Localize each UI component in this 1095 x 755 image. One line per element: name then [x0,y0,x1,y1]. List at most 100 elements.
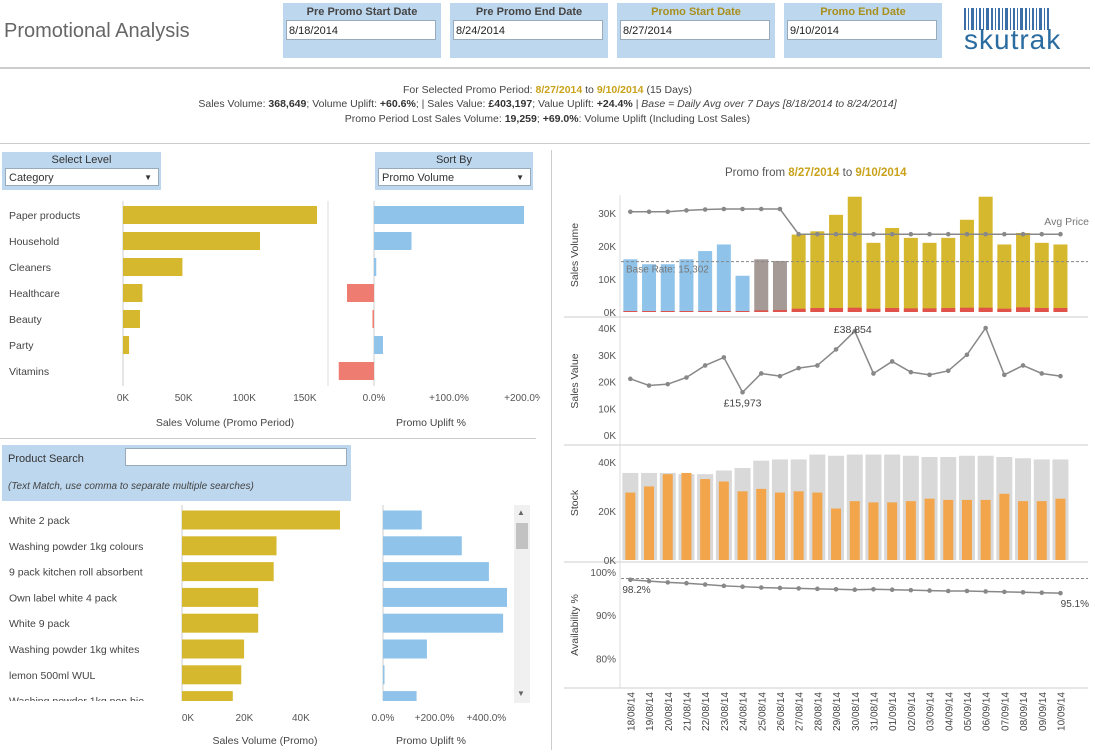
volume-bar [716,244,731,312]
avg-price-point [628,209,633,215]
date-tick-label: 25/08/14 [757,692,768,731]
sold-bar [849,501,860,560]
availability-point [908,587,914,593]
lost-sales-bar [810,308,825,312]
product-uplift-bar [383,587,507,607]
avg-price-point [871,231,876,237]
y-axis-title: Stock [569,489,581,516]
availability-point [740,584,745,589]
avg-price-point [684,208,689,213]
scroll-up-icon[interactable]: ▲ [517,508,525,517]
sales-value-point [1002,372,1007,378]
pre-promo-end-input[interactable]: 8/24/2014 [453,20,603,40]
volume-bar [772,260,787,312]
sales-value-point [777,373,783,379]
promo-end-label: Promo End Date [820,6,906,18]
sales-value-point [945,368,951,374]
category-label: Household [9,236,59,248]
sold-bar [644,486,655,560]
uplift-bar [347,284,374,302]
sold-bar [999,493,1010,560]
date-tick-label: 02/09/14 [907,692,918,731]
uplift-axis-title: Promo Uplift % [396,735,466,747]
product-label: White 9 pack [9,618,70,630]
summary-line-3: Promo Period Lost Sales Volume: 19,259; … [344,113,751,125]
volume-tick-label: 150K [293,393,317,404]
scrollbar-thumb[interactable] [516,523,528,549]
uplift-bar [372,310,374,328]
volume-bar [866,242,881,312]
availability-point [665,580,671,585]
volume-axis-title: Sales Volume (Promo) [212,735,317,747]
avg-price-point [1039,231,1045,237]
volume-bar [885,228,900,312]
avg-price-point [1002,231,1007,237]
avg-price-point [646,209,652,215]
category-label: Paper products [9,210,80,222]
lost-sales-bar [1034,308,1049,312]
scroll-down-icon[interactable]: ▼ [517,689,525,698]
avg-price-point [702,207,708,212]
barcode-icon [964,8,1079,30]
sold-bar [812,492,823,560]
product-label: Washing powder 1kg colours [9,541,143,553]
sold-bar [868,502,879,560]
sold-bar [793,491,804,560]
volume-bar [735,275,750,312]
availability-point [833,586,839,592]
availability-point [646,578,652,584]
promo-start-date: Promo Start Date 8/27/2014 [617,3,775,58]
select-level-dropdown[interactable]: Category ▼ [5,168,159,186]
date-tick-label: 05/09/14 [963,692,974,731]
avg-price-point [796,231,801,237]
date-tick-label: 29/08/14 [832,692,843,731]
date-tick-label: 28/08/14 [813,692,824,731]
avg-price-point [852,231,858,237]
product-volume-bar [182,639,245,659]
promo-end-input[interactable]: 9/10/2014 [787,20,937,40]
product-list-scrollbar[interactable]: ▲ ▼ [514,505,530,703]
availability-point [871,586,876,592]
pre-promo-start-input[interactable]: 8/18/2014 [286,20,436,40]
sort-by-dropdown[interactable]: Promo Volume ▼ [378,168,531,186]
volume-bar [623,259,638,312]
lost-sales-bar [754,310,769,312]
min-value-label: £15,973 [724,397,762,409]
availability-point [758,585,764,590]
date-tick-label: 30/08/14 [851,692,862,731]
volume-tick-label: 0K [182,713,195,724]
avg-price-point [908,231,914,237]
avg-price-point [927,231,932,237]
lost-sales-bar [642,311,657,312]
volume-bar [123,336,130,354]
lost-sales-bar [735,311,750,312]
date-tick-label: 27/08/14 [795,692,806,731]
product-uplift-bar [383,613,504,633]
lost-sales-bar [903,308,918,312]
sold-bar [681,472,692,560]
category-divider [0,438,536,439]
sales-value-point [1039,371,1045,376]
product-search-hint: (Text Match, use comma to separate multi… [8,481,254,492]
avg-price-point [758,206,764,212]
promo-start-input[interactable]: 8/27/2014 [620,20,770,40]
sales-value-point [889,359,895,364]
product-uplift-bar [383,665,385,685]
logo-text: skutrak [964,24,1062,55]
value-tick-label: 10K [598,404,616,415]
sold-bar [737,491,748,560]
daily-promo-chart: Sales Volume Sales Value Stock Availability… [564,195,1089,731]
uplift-tick-label: 0.0% [372,713,395,724]
chevron-down-icon: ▼ [516,173,524,182]
availability-line [630,579,1061,594]
product-search-input[interactable] [125,448,347,466]
sales-value-point [665,381,671,387]
product-uplift-bar [383,562,489,582]
volume-bar [679,259,694,312]
select-level-label: Select Level [51,154,112,166]
promo-end-date: Promo End Date 9/10/2014 [784,3,942,58]
summary-divider [0,143,1090,144]
volume-bar [997,244,1012,312]
date-tick-label: 18/08/14 [626,692,637,731]
volume-bar [978,196,993,312]
